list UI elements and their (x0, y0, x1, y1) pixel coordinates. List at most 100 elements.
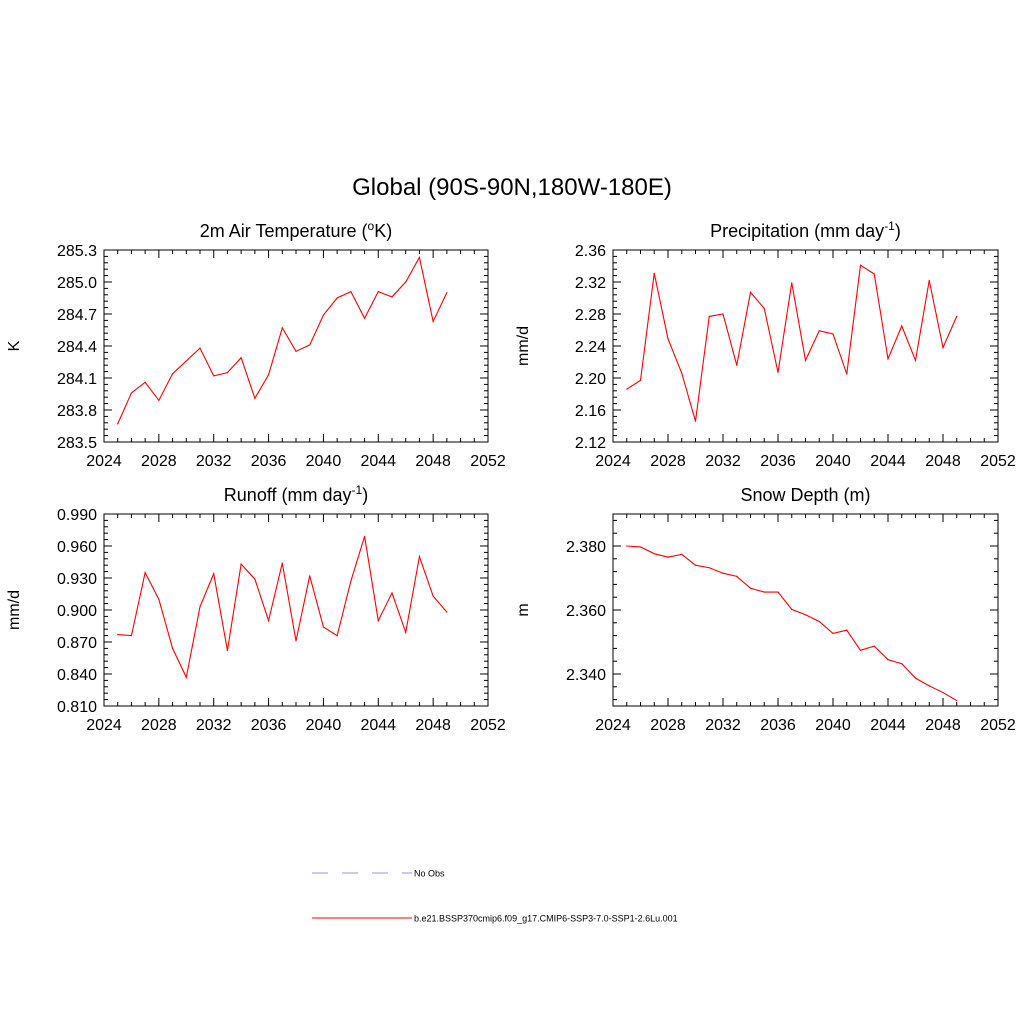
y-tick-label: 283.5 (57, 435, 97, 452)
x-tick-label: 2052 (470, 717, 506, 734)
y-tick-label: 283.8 (57, 403, 97, 420)
data-point (914, 359, 917, 361)
x-tick-label: 2032 (196, 453, 232, 470)
data-point (626, 388, 628, 390)
data-point (144, 572, 146, 574)
x-tick-label: 2040 (815, 717, 851, 734)
data-point (405, 631, 407, 634)
x-tick-label: 2028 (650, 717, 686, 734)
data-point (694, 564, 697, 566)
data-point (309, 344, 311, 346)
data-point (694, 420, 697, 422)
data-point (653, 553, 655, 555)
y-tick-label: 2.340 (566, 667, 606, 684)
panel-title: Snow Depth (m) (740, 485, 870, 505)
data-point (777, 591, 779, 593)
y-tick-label: 2.32 (575, 275, 606, 292)
x-tick-label: 2040 (815, 453, 851, 470)
y-tick-label: 2.12 (575, 435, 606, 452)
data-point (763, 307, 765, 309)
data-point (681, 553, 683, 555)
data-point (832, 632, 834, 634)
data-point (322, 626, 325, 628)
x-tick-label: 2044 (870, 453, 906, 470)
data-point (901, 663, 903, 665)
y-tick-label: 284.7 (57, 307, 97, 324)
data-point (722, 572, 724, 574)
x-tick-label: 2024 (595, 717, 631, 734)
data-point (226, 372, 229, 374)
data-point (158, 598, 160, 600)
data-point (309, 575, 311, 577)
data-point (130, 392, 133, 394)
x-tick-label: 2028 (141, 717, 177, 734)
data-point (818, 620, 820, 623)
data-point (199, 347, 201, 349)
data-point (626, 545, 628, 547)
data-point (446, 611, 448, 613)
data-point (418, 556, 421, 558)
data-point (240, 563, 242, 565)
series-line (117, 536, 448, 679)
data-point (749, 587, 752, 589)
data-point (267, 620, 270, 622)
data-point (158, 399, 160, 401)
x-tick-label: 2044 (360, 453, 396, 470)
data-point (171, 647, 174, 650)
data-point (942, 691, 944, 694)
data-point (185, 360, 187, 362)
data-point (942, 347, 944, 349)
data-point (901, 325, 903, 327)
panel-3: Runoff (mm day-1) mm/d 2024 2028 2032 2036 204… (6, 483, 506, 734)
legend: No Obs b.e21.BSSP370cmip6.f09_g17.CMIP6-… (312, 869, 678, 924)
data-point (846, 629, 848, 631)
data-point (887, 659, 889, 661)
data-point (708, 567, 710, 569)
y-tick-label: 284.1 (57, 371, 97, 388)
data-point (405, 281, 407, 283)
panel-1: 2m Air Temperature (oK) K 2024 2028 2032 2036… (6, 219, 506, 470)
legend-model-label: b.e21.BSSP370cmip6.f09_g17.CMIP6-SSP3-7.… (414, 914, 678, 924)
data-point (791, 282, 793, 284)
plot-frame (612, 513, 999, 707)
data-point (928, 685, 930, 687)
data-point (832, 333, 834, 335)
data-point (708, 315, 710, 317)
data-point (295, 350, 297, 352)
y-tick-label: 2.360 (566, 603, 606, 620)
y-tick-label: 2.24 (575, 339, 606, 356)
data-point (117, 633, 119, 636)
x-tick-label: 2032 (705, 453, 741, 470)
x-tick-label: 2036 (251, 717, 287, 734)
x-tick-label: 2052 (980, 453, 1016, 470)
x-tick-label: 2044 (870, 717, 906, 734)
y-tick-label: 2.380 (566, 539, 606, 556)
x-tick-label: 2036 (760, 453, 796, 470)
data-point (859, 264, 862, 266)
x-tick-label: 2032 (705, 717, 741, 734)
data-point (873, 645, 875, 647)
data-point (956, 315, 958, 317)
y-tick-label: 0.870 (57, 635, 97, 652)
data-point (887, 358, 889, 360)
y-tick-label: 0.960 (57, 539, 97, 556)
data-point (377, 620, 379, 622)
data-point (818, 330, 820, 332)
x-tick-label: 2024 (86, 453, 122, 470)
data-point (418, 256, 421, 259)
y-tick-label: 0.840 (57, 667, 97, 684)
data-point (281, 327, 283, 329)
x-tick-label: 2048 (925, 717, 961, 734)
data-point (391, 296, 393, 298)
data-point (199, 606, 201, 608)
data-point (804, 614, 807, 616)
data-point (639, 546, 642, 548)
data-point (749, 291, 752, 293)
data-point (363, 317, 366, 319)
data-point (144, 381, 146, 383)
data-point (295, 640, 297, 642)
x-tick-label: 2048 (415, 453, 451, 470)
data-point (213, 573, 215, 575)
panel-2: Precipitation (mm day-1) mm/d 2024 2028 2032… (515, 219, 1016, 470)
